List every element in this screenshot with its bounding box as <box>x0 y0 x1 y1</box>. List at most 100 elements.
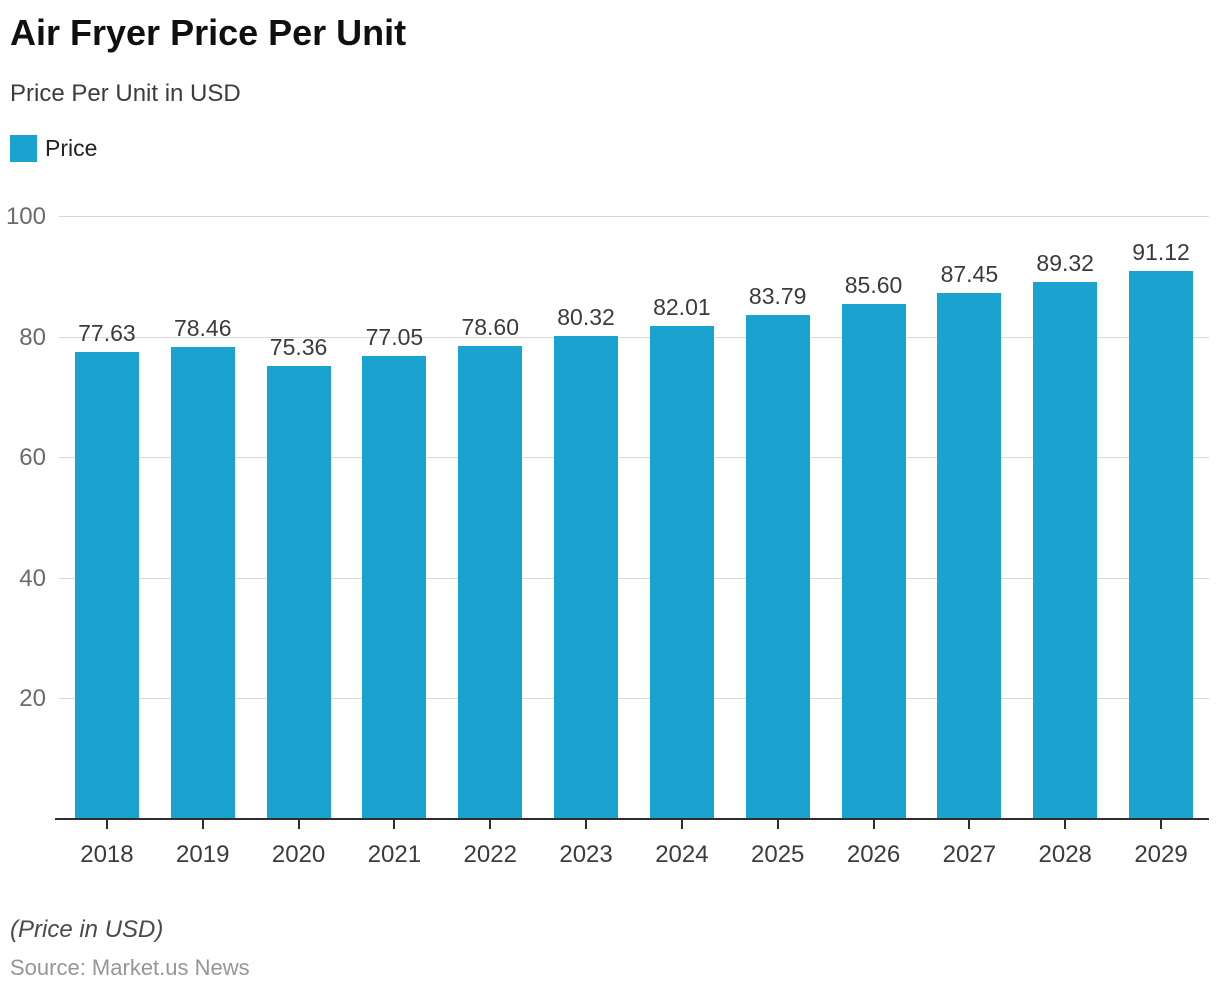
x-axis-label-2018: 2018 <box>80 841 134 869</box>
x-label-cell-2021: 2021 <box>346 841 442 869</box>
bar-value-label-2021: 77.05 <box>365 323 424 350</box>
bar-value-label-2026: 85.60 <box>844 272 903 299</box>
x-axis-label-2024: 2024 <box>655 841 709 869</box>
x-axis-labels: 2018 2019 2020 2021 2022 2023 2024 2025 2026 2027… <box>59 841 1209 869</box>
bar-value-label-2022: 78.60 <box>461 314 519 341</box>
legend-label: Price <box>45 135 98 162</box>
x-tick-2026 <box>872 819 875 830</box>
bar-column-2018: 77.63 <box>59 217 155 820</box>
bar-column-2026: 85.60 <box>826 217 922 820</box>
x-tick-2020 <box>297 819 300 830</box>
chart-subtitle: Price Per Unit in USD <box>10 80 241 108</box>
bar-column-2027: 87.45 <box>921 217 1017 820</box>
bar-value-label-2027: 87.45 <box>940 260 999 287</box>
bar-2029: 91.12 <box>1129 240 1194 820</box>
bar-2027: 87.45 <box>937 262 1002 820</box>
x-label-cell-2026: 2026 <box>826 841 922 869</box>
x-tick-cell-2022 <box>442 819 538 830</box>
bar-column-2028: 89.32 <box>1017 217 1113 820</box>
bar-value-label-2023: 80.32 <box>557 303 615 330</box>
x-tick-cell-2025 <box>730 819 826 830</box>
x-tick-2029 <box>1160 819 1163 830</box>
bars-row: 77.63 78.46 75.36 77.05 78.60 80.32 82.01 83.79… <box>59 217 1209 820</box>
x-tick-cell-2021 <box>346 819 442 830</box>
bar-value-label-2025: 83.79 <box>748 282 807 309</box>
x-tick-2027 <box>968 819 971 830</box>
gridline-80 <box>59 336 1209 338</box>
chart-footer: (Price in USD) Source: Market.us News <box>10 915 1209 981</box>
bar-value-label-2029: 91.12 <box>1132 238 1190 265</box>
x-label-cell-2023: 2023 <box>538 841 634 869</box>
bar-column-2019: 78.46 <box>155 217 251 820</box>
bar-column-2029: 91.12 <box>1113 217 1209 820</box>
gridline-20 <box>59 698 1209 699</box>
y-axis-label-60: 60 <box>19 444 46 472</box>
x-tick-cell-2029 <box>1113 819 1209 830</box>
bar-column-2025: 83.79 <box>730 217 826 820</box>
x-label-cell-2027: 2027 <box>921 841 1017 869</box>
bar-column-2023: 80.32 <box>538 217 634 820</box>
bar-column-2021: 77.05 <box>346 217 442 820</box>
x-tick-2025 <box>776 819 779 830</box>
bar-2023: 80.32 <box>554 305 619 820</box>
x-axis-label-2020: 2020 <box>271 841 326 869</box>
gridline-100 <box>59 216 1209 218</box>
x-axis-label-2028: 2028 <box>1038 841 1092 869</box>
bar-column-2020: 75.36 <box>251 217 347 820</box>
x-axis-label-2026: 2026 <box>846 841 901 869</box>
bar-value-label-2028: 89.32 <box>1036 249 1094 276</box>
x-label-cell-2019: 2019 <box>155 841 251 869</box>
x-axis-line <box>55 818 1209 821</box>
x-tick-cell-2018 <box>59 819 155 830</box>
x-tick-cell-2027 <box>921 819 1017 830</box>
x-label-cell-2029: 2029 <box>1113 841 1209 869</box>
bar-value-label-2019: 78.46 <box>173 315 232 342</box>
x-axis-label-2023: 2023 <box>559 841 613 869</box>
bar-2026: 85.60 <box>841 274 906 820</box>
x-tick-2018 <box>105 819 108 830</box>
x-tick-cell-2024 <box>634 819 730 830</box>
x-axis-label-2019: 2019 <box>176 841 230 869</box>
x-label-cell-2020: 2020 <box>251 841 347 869</box>
x-tick-2021 <box>393 819 396 830</box>
bar-column-2024: 82.01 <box>634 217 730 820</box>
gridline-40 <box>59 577 1209 579</box>
chart-title: Air Fryer Price Per Unit <box>10 12 407 53</box>
plot-area: 20 40 60 80 100 77.63 78.46 75.36 77.05 78.60 80.3… <box>6 205 1209 821</box>
bar-2019: 78.46 <box>170 317 235 820</box>
y-axis-label-80: 80 <box>19 323 46 351</box>
x-axis-label-2027: 2027 <box>942 841 997 869</box>
x-tick-2028 <box>1064 819 1067 830</box>
x-axis-label-2025: 2025 <box>751 841 805 869</box>
x-tick-2023 <box>585 819 588 830</box>
bar-chart: 20 40 60 80 100 77.63 78.46 75.36 77.05 78.60 80.3… <box>6 205 1209 869</box>
bar-value-label-2020: 75.36 <box>269 333 328 360</box>
chart-legend: Price <box>10 135 1209 163</box>
y-axis-label-100: 100 <box>5 203 46 231</box>
x-tick-cell-2023 <box>538 819 634 830</box>
x-axis-ticks <box>59 819 1209 830</box>
bar-2024: 82.01 <box>649 295 714 820</box>
x-axis-label-2022: 2022 <box>463 841 517 869</box>
y-axis-label-40: 40 <box>19 564 46 592</box>
x-label-cell-2022: 2022 <box>442 841 538 869</box>
bar-2020: 75.36 <box>266 335 331 820</box>
x-label-cell-2018: 2018 <box>59 841 155 869</box>
x-tick-2022 <box>489 819 492 830</box>
bar-2021: 77.05 <box>362 325 427 820</box>
footer-note: (Price in USD) <box>10 915 164 943</box>
bar-2028: 89.32 <box>1033 251 1098 820</box>
x-tick-cell-2028 <box>1017 819 1113 830</box>
bar-column-2022: 78.60 <box>442 217 538 820</box>
bar-2022: 78.60 <box>458 316 523 820</box>
y-axis-label-20: 20 <box>19 685 46 712</box>
gridline-60 <box>59 457 1209 459</box>
x-tick-cell-2019 <box>155 819 251 830</box>
footer-source: Source: Market.us News <box>10 954 250 980</box>
bar-value-label-2018: 77.63 <box>78 320 136 347</box>
bar-2025: 83.79 <box>745 284 810 820</box>
x-axis-label-2021: 2021 <box>367 841 422 869</box>
x-tick-cell-2020 <box>251 819 347 830</box>
bar-value-label-2024: 82.01 <box>653 293 711 320</box>
